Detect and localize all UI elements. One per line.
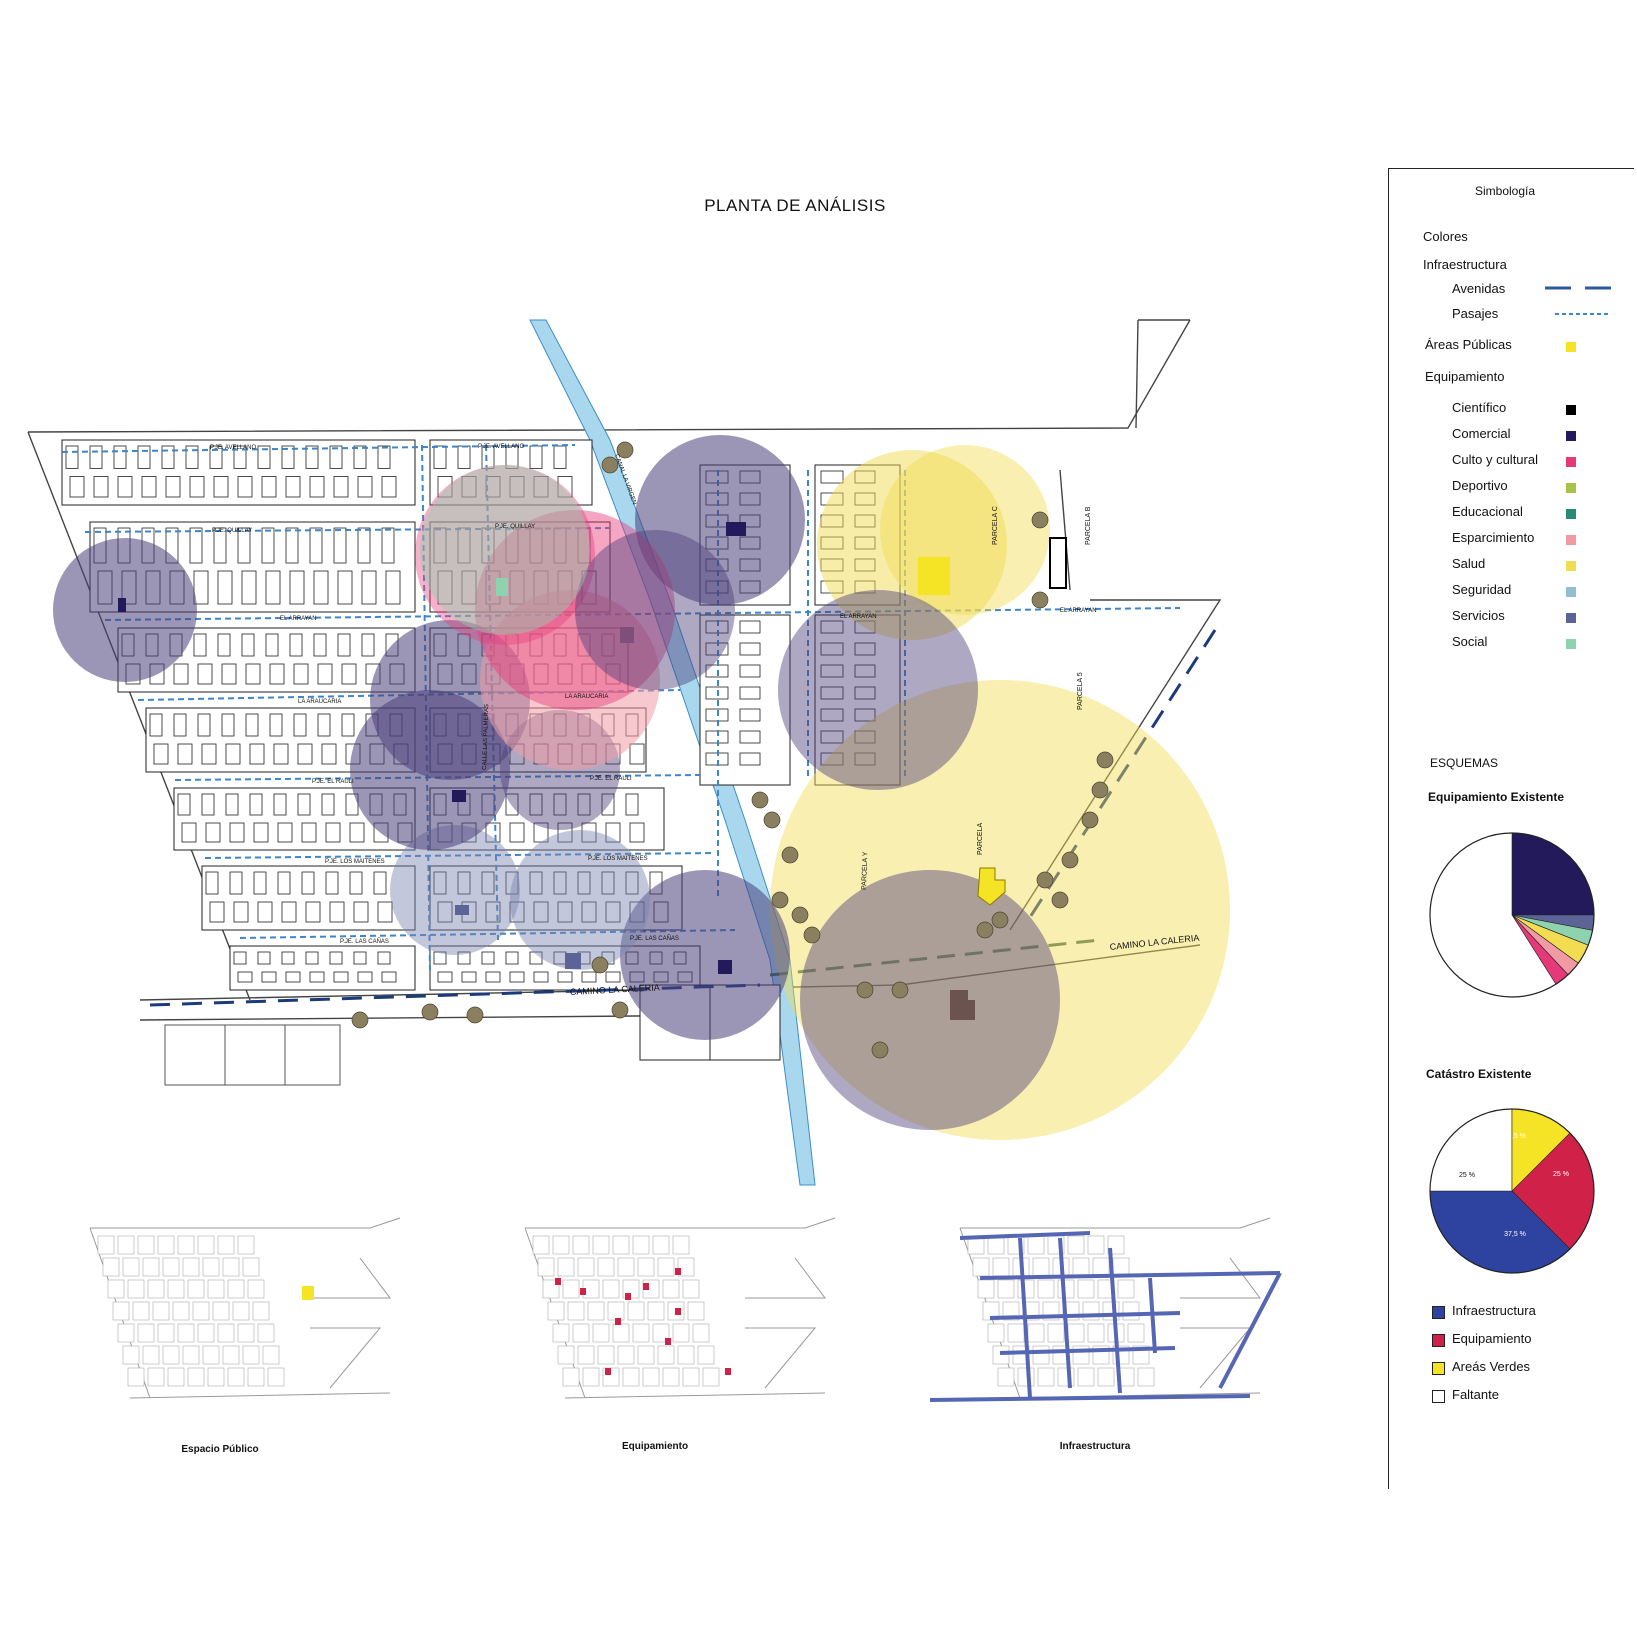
catastro-legend-label: Equipamiento bbox=[1452, 1331, 1532, 1346]
legend-equipamiento: Equipamiento bbox=[1425, 369, 1505, 384]
pie-label-equip: 25 % bbox=[1553, 1171, 1569, 1178]
street-label: LA ARAUCARIA bbox=[298, 699, 341, 705]
avenida-lines bbox=[149, 629, 1217, 1007]
legend-heading: Simbología bbox=[1475, 184, 1536, 198]
pie-label-areas: 12,5 % bbox=[1504, 1133, 1526, 1140]
equipment-markers bbox=[118, 522, 1067, 1020]
street-label: LA ARAUCARIA bbox=[565, 694, 608, 700]
legend-panel bbox=[1388, 168, 1634, 1489]
legend-swatch bbox=[1566, 483, 1576, 493]
trees bbox=[351, 441, 1114, 1059]
legend-item-label: Educacional bbox=[1452, 504, 1523, 519]
legend-item-label: Comercial bbox=[1452, 426, 1511, 441]
pasajes-swatch bbox=[1555, 313, 1610, 315]
catastro-legend-label: Infraestructura bbox=[1452, 1303, 1536, 1318]
esquemas-heading: ESQUEMAS bbox=[1430, 756, 1499, 770]
influence-circles bbox=[53, 435, 1230, 1140]
parcel-label: PARCELA Y bbox=[861, 851, 869, 890]
schema-caption-equip: Equipamiento bbox=[621, 1441, 689, 1452]
catastro-legend-label: Areás Verdes bbox=[1452, 1359, 1531, 1374]
schema-maps bbox=[89, 1217, 1282, 1402]
street-label: P.JE. EL RAULI bbox=[312, 779, 354, 785]
parcel-label: PARCELA C bbox=[992, 506, 999, 545]
legend-swatch bbox=[1566, 613, 1576, 623]
street-label: EL ARRAYAN bbox=[840, 614, 877, 620]
legend-swatch bbox=[1566, 405, 1576, 415]
legend-avenidas: Avenidas bbox=[1452, 281, 1506, 296]
legend-item-label: Salud bbox=[1452, 556, 1486, 571]
legend-swatch bbox=[1566, 639, 1576, 649]
legend-colores: Colores bbox=[1423, 229, 1468, 244]
legend-swatch bbox=[1566, 431, 1576, 441]
street-label: P.JE. AVELLANO bbox=[210, 445, 256, 451]
street-label: EL ARRAYAN bbox=[280, 616, 317, 622]
street-label: P.JE. QUILLAY bbox=[212, 528, 252, 534]
legend-infra: Infraestructura bbox=[1423, 257, 1507, 272]
pie-outline bbox=[1429, 1108, 1595, 1274]
street-label: P.JE. QUILLAY bbox=[495, 524, 535, 530]
catastro-pie-title: Catástro Existente bbox=[1426, 1067, 1532, 1081]
legend-item-label: Científico bbox=[1452, 400, 1507, 415]
parcel-label: PARCELA bbox=[977, 823, 984, 855]
legend-swatch bbox=[1566, 535, 1576, 545]
catastro-legend-label: Faltante bbox=[1452, 1387, 1499, 1402]
legend-swatch bbox=[1566, 561, 1576, 571]
street-label: P.JE. EL RAULI bbox=[590, 776, 632, 782]
schema-caption-infra: Infraestructura bbox=[1059, 1441, 1131, 1452]
street-label: P.JE. AVELLANO bbox=[478, 444, 524, 450]
pie-slice-comercial bbox=[1511, 832, 1595, 916]
pie-label-faltante: 25 % bbox=[1459, 1172, 1475, 1179]
legend-item-label: Culto y cultural bbox=[1452, 452, 1538, 467]
street-label: CALLE LAS PALMERAS bbox=[482, 704, 490, 770]
catastro-swatch bbox=[1432, 1334, 1445, 1347]
pie-label-infra: 37,5 % bbox=[1504, 1231, 1526, 1238]
parcel-label: PARCELA B bbox=[1085, 506, 1092, 545]
equip-pie-title: Equipamiento Existente bbox=[1428, 790, 1565, 804]
street-label: P.JE. LAS CAÑAS bbox=[630, 935, 679, 942]
legend-swatch bbox=[1566, 587, 1576, 597]
legend-pasajes: Pasajes bbox=[1452, 306, 1499, 321]
legend-item-label: Deportivo bbox=[1452, 478, 1508, 493]
legend-item-label: Social bbox=[1452, 634, 1488, 649]
legend-swatch bbox=[1566, 457, 1576, 467]
street-label: P.JE. LOS MAITENES bbox=[325, 859, 385, 865]
street-label: P.JE. LOS MAITENES bbox=[588, 856, 648, 862]
street-label: CAMINO LA CALERIA bbox=[570, 982, 660, 997]
pie-outline bbox=[1429, 832, 1595, 998]
street-label: P.JE. LAS CAÑAS bbox=[340, 938, 389, 945]
canal bbox=[529, 319, 816, 1186]
equipamiento-pie-chart bbox=[1429, 832, 1595, 998]
legend-item-label: Esparcimiento bbox=[1452, 530, 1535, 545]
catastro-swatch bbox=[1432, 1362, 1445, 1375]
schema-caption-espacio: Espacio Público bbox=[181, 1444, 259, 1455]
legend-areas-publicas: Áreas Públicas bbox=[1425, 337, 1512, 352]
parcel-label: PARCELA 5 bbox=[1077, 672, 1084, 710]
catastro-pie-chart bbox=[1429, 1108, 1595, 1274]
catastro-swatch bbox=[1432, 1306, 1445, 1319]
site-plan-map: P.JE. AVELLANO P.JE. AVELLANO P.JE. QUIL… bbox=[27, 319, 1282, 1402]
areas-swatch bbox=[1566, 342, 1576, 352]
legend-item-label: Servicios bbox=[1452, 608, 1505, 623]
avenidas-swatch bbox=[1545, 286, 1615, 290]
page-title: PLANTA DE ANÁLISIS bbox=[704, 196, 886, 215]
legend-item-label: Seguridad bbox=[1452, 582, 1512, 597]
catastro-swatch bbox=[1432, 1390, 1445, 1403]
street-label: EL ARRAYAN bbox=[1060, 608, 1097, 614]
legend-swatch bbox=[1566, 509, 1576, 519]
